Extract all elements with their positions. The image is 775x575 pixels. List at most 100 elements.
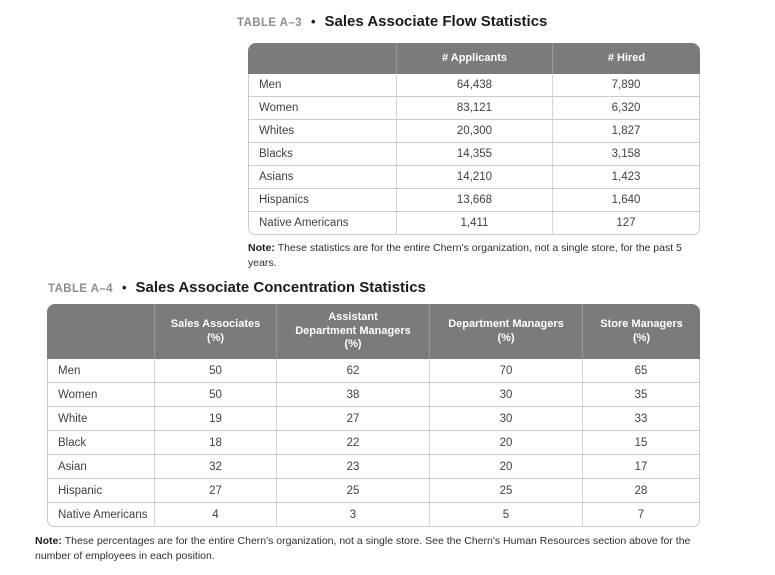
table-a4-title: TABLE A–4 • Sales Associate Concentratio… [48, 279, 705, 296]
flow-statistics-section: TABLE A–3 • Sales Associate Flow Statist… [237, 13, 707, 271]
cell-value: 70 [430, 359, 583, 383]
row-label: Hispanic [47, 479, 155, 503]
cell-value: 28 [583, 479, 700, 503]
table-a3-heading: Sales Associate Flow Statistics [324, 13, 548, 30]
note-text: These statistics are for the entire Cher… [248, 242, 682, 270]
cell-value: 17 [583, 455, 700, 479]
column-header: Assistant Department Managers (%) [277, 304, 430, 359]
cell-value: 50 [155, 359, 277, 383]
column-header: Store Managers (%) [583, 304, 700, 359]
cell-value: 32 [155, 455, 277, 479]
table-header: # Applicants # Hired [248, 43, 700, 74]
cell-value: 7,890 [553, 74, 700, 97]
column-header: Sales Associates (%) [155, 304, 277, 359]
table-header: Sales Associates (%) Assistant Department… [47, 304, 700, 359]
cell-value: 7 [583, 503, 700, 527]
bullet-icon: • [310, 14, 316, 29]
cell-value: 18 [155, 431, 277, 455]
cell-value: 27 [155, 479, 277, 503]
row-label: Native Americans [47, 503, 155, 527]
cell-value: 62 [277, 359, 430, 383]
row-label: White [47, 407, 155, 431]
cell-value: 27 [277, 407, 430, 431]
cell-value: 15 [583, 431, 700, 455]
note-text: These percentages are for the entire Che… [35, 535, 691, 563]
row-label: Hispanics [248, 189, 397, 212]
row-label: Women [248, 97, 397, 120]
column-header-empty [248, 43, 397, 74]
table-row: Native Americans 1,411 127 [248, 212, 700, 235]
table-row: Black 18 22 20 15 [47, 431, 700, 455]
cell-value: 35 [583, 383, 700, 407]
table-row: Men 50 62 70 65 [47, 359, 700, 383]
cell-value: 14,210 [397, 166, 553, 189]
cell-value: 1,640 [553, 189, 700, 212]
table-row: Women 83,121 6,320 [248, 97, 700, 120]
cell-value: 6,320 [553, 97, 700, 120]
table-row: Blacks 14,355 3,158 [248, 143, 700, 166]
cell-value: 25 [430, 479, 583, 503]
cell-value: 50 [155, 383, 277, 407]
table-row: Women 50 38 30 35 [47, 383, 700, 407]
concentration-statistics-section: TABLE A–4 • Sales Associate Concentratio… [35, 279, 705, 564]
header-row: Sales Associates (%) Assistant Department… [47, 304, 700, 359]
row-label: Asian [47, 455, 155, 479]
row-label: Men [248, 74, 397, 97]
table-row: Hispanic 27 25 25 28 [47, 479, 700, 503]
note-label: Note: [248, 242, 275, 254]
row-label: Blacks [248, 143, 397, 166]
table-row: White 19 27 30 33 [47, 407, 700, 431]
cell-value: 64,438 [397, 74, 553, 97]
table-body: Men 50 62 70 65 Women 50 38 30 35 White 19 27 30 33 Bla… [47, 359, 700, 527]
table-row: Men 64,438 7,890 [248, 74, 700, 97]
cell-value: 30 [430, 383, 583, 407]
cell-value: 20,300 [397, 120, 553, 143]
cell-value: 38 [277, 383, 430, 407]
cell-value: 83,121 [397, 97, 553, 120]
column-header-empty [47, 304, 155, 359]
cell-value: 13,668 [397, 189, 553, 212]
row-label: Black [47, 431, 155, 455]
note-label: Note: [35, 535, 62, 547]
table-body: Men 64,438 7,890 Women 83,121 6,320 Whites 20,3… [248, 74, 700, 235]
table-a3-note: Note: These statistics are for the entire… [248, 241, 707, 271]
table-row: Whites 20,300 1,827 [248, 120, 700, 143]
cell-value: 20 [430, 431, 583, 455]
header-row: # Applicants # Hired [248, 43, 700, 74]
cell-value: 19 [155, 407, 277, 431]
column-header: # Applicants [397, 43, 553, 74]
cell-value: 1,827 [553, 120, 700, 143]
table-row: Native Americans 4 3 5 7 [47, 503, 700, 527]
cell-value: 33 [583, 407, 700, 431]
column-header: Department Managers (%) [430, 304, 583, 359]
cell-value: 30 [430, 407, 583, 431]
concentration-statistics-table: Sales Associates (%) Assistant Department… [47, 304, 700, 527]
cell-value: 127 [553, 212, 700, 235]
cell-value: 22 [277, 431, 430, 455]
row-label: Women [47, 383, 155, 407]
cell-value: 1,411 [397, 212, 553, 235]
table-row: Asians 14,210 1,423 [248, 166, 700, 189]
bullet-icon: • [121, 280, 127, 295]
cell-value: 20 [430, 455, 583, 479]
flow-statistics-table: # Applicants # Hired Men 64,438 7,890 Women 8… [248, 43, 700, 235]
cell-value: 25 [277, 479, 430, 503]
cell-value: 65 [583, 359, 700, 383]
cell-value: 3 [277, 503, 430, 527]
cell-value: 3,158 [553, 143, 700, 166]
table-a3-label: TABLE A–3 [237, 17, 302, 29]
row-label: Men [47, 359, 155, 383]
table-row: Asian 32 23 20 17 [47, 455, 700, 479]
table-a4-heading: Sales Associate Concentration Statistics [135, 279, 426, 296]
cell-value: 14,355 [397, 143, 553, 166]
table-a4-note: Note: These percentages are for the entir… [35, 534, 705, 564]
table-a4-label: TABLE A–4 [48, 283, 113, 295]
table-a3-title: TABLE A–3 • Sales Associate Flow Statist… [237, 13, 707, 30]
cell-value: 1,423 [553, 166, 700, 189]
row-label: Whites [248, 120, 397, 143]
column-header: # Hired [553, 43, 700, 74]
table-row: Hispanics 13,668 1,640 [248, 189, 700, 212]
row-label: Native Americans [248, 212, 397, 235]
cell-value: 23 [277, 455, 430, 479]
